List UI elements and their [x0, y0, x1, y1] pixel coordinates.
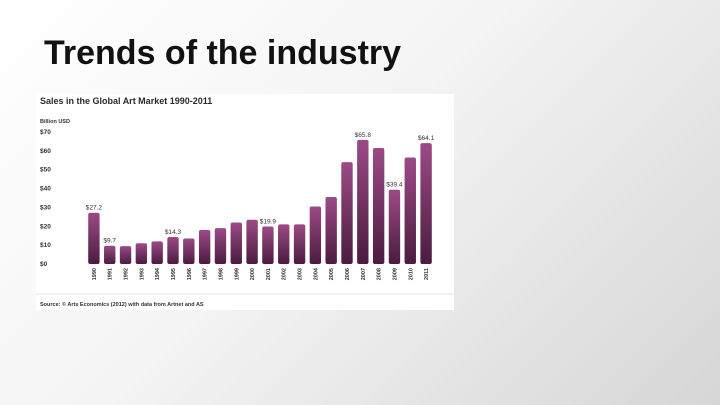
data-label-2011: $64.1: [418, 135, 435, 142]
data-label-1990: $27.2: [86, 205, 103, 212]
bar-1999: [230, 222, 242, 264]
bar-2006: [341, 162, 353, 264]
x-tick-1998: 1998: [218, 268, 224, 280]
y-tick-5: $50: [40, 167, 51, 174]
x-tick-2011: 2011: [424, 268, 430, 280]
x-tick-2005: 2005: [329, 268, 335, 280]
y-unit-label: Billion USD: [40, 119, 70, 125]
x-tick-2009: 2009: [392, 268, 398, 280]
bar-1993: [135, 243, 148, 264]
bar-1995: [167, 237, 179, 264]
y-tick-3: $30: [40, 204, 51, 211]
x-tick-1992: 1992: [124, 268, 130, 280]
y-tick-1: $10: [40, 242, 51, 249]
bar-1997: [198, 230, 211, 264]
bar-1996: [183, 238, 195, 264]
x-tick-2007: 2007: [361, 268, 367, 280]
x-tick-1996: 1996: [187, 268, 193, 280]
bars-layer: [88, 139, 432, 264]
slide-title: Trends of the industry: [44, 34, 402, 72]
x-tick-1999: 1999: [234, 268, 240, 280]
chart-canvas: Sales in the Global Art Market 1990-2011…: [36, 96, 454, 308]
bar-2007: [357, 139, 369, 264]
data-labels: $27.2 $9.7 $14.3 $19.9 $65.8 $39.4 $64.1: [86, 132, 435, 245]
bar-2005: [325, 197, 337, 264]
data-label-2009: $39.4: [386, 182, 403, 189]
chart-title: Sales in the Global Art Market 1990-2011: [40, 96, 212, 106]
x-tick-1991: 1991: [108, 268, 114, 280]
x-axis-ticks: 1990 1991 1992 1993 1994 1995 1996 1997 1998 1999…: [92, 267, 430, 280]
x-tick-2000: 2000: [250, 268, 256, 280]
bar-2009: [388, 189, 401, 264]
x-tick-1990: 1990: [92, 268, 98, 280]
bar-1998: [214, 228, 227, 264]
x-tick-2006: 2006: [345, 268, 351, 280]
bar-2011: [420, 143, 432, 264]
y-tick-4: $40: [40, 186, 51, 193]
bar-2004: [309, 206, 322, 264]
bar-1994: [151, 241, 163, 264]
bar-2003: [293, 224, 306, 264]
bar-2008: [372, 148, 385, 264]
data-label-2001: $19.9: [260, 218, 277, 225]
x-tick-2002: 2002: [282, 268, 288, 280]
x-tick-1993: 1993: [139, 268, 145, 280]
x-tick-2010: 2010: [408, 268, 414, 280]
data-label-2007: $65.8: [355, 132, 372, 139]
bar-2000: [246, 219, 258, 264]
data-label-1995: $14.3: [165, 229, 182, 236]
bar-1990: [88, 212, 100, 264]
x-tick-1994: 1994: [155, 267, 161, 280]
x-tick-2008: 2008: [377, 268, 383, 280]
y-tick-0: $0: [40, 261, 48, 268]
x-tick-1997: 1997: [203, 268, 209, 280]
y-tick-6: $60: [40, 148, 51, 155]
x-tick-2003: 2003: [298, 268, 304, 280]
data-label-1991: $9.7: [103, 238, 116, 245]
bar-2001: [262, 226, 274, 264]
art-market-chart: Sales in the Global Art Market 1990-2011…: [36, 94, 454, 310]
y-tick-2: $20: [40, 223, 51, 230]
chart-source: Source: © Arts Economics (2012) with dat…: [40, 301, 204, 308]
bar-2002: [278, 224, 290, 264]
x-tick-2004: 2004: [313, 267, 319, 280]
bar-1992: [119, 246, 132, 264]
x-tick-1995: 1995: [171, 268, 177, 280]
bar-1991: [104, 245, 116, 264]
x-tick-2001: 2001: [266, 268, 272, 280]
y-axis-ticks: $0 $10 $20 $30 $40 $50 $60 $70: [40, 129, 51, 268]
bar-2010: [404, 157, 416, 264]
y-tick-7: $70: [40, 129, 51, 136]
